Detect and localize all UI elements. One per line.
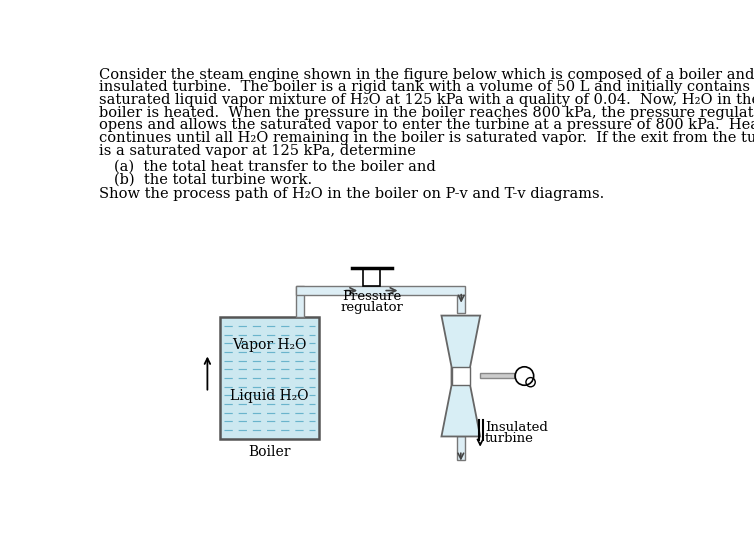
- Text: Pressure: Pressure: [342, 290, 401, 303]
- Bar: [457, 295, 465, 313]
- Text: Show the process path of H₂O in the boiler on P-v and T-v diagrams.: Show the process path of H₂O in the boil…: [99, 187, 604, 201]
- Text: insulated turbine.  The boiler is a rigid tank with a volume of 50 L and initial: insulated turbine. The boiler is a rigid…: [99, 80, 750, 94]
- Text: Boiler: Boiler: [248, 445, 290, 459]
- Text: (b)  the total turbine work.: (b) the total turbine work.: [115, 173, 312, 187]
- Bar: [296, 286, 465, 295]
- Text: turbine: turbine: [485, 432, 534, 445]
- Text: opens and allows the saturated vapor to enter the turbine at a pressure of 800 k: opens and allows the saturated vapor to …: [99, 118, 754, 132]
- Text: Consider the steam engine shown in the figure below which is composed of a boile: Consider the steam engine shown in the f…: [99, 68, 754, 82]
- Text: regulator: regulator: [340, 301, 403, 314]
- Bar: [457, 436, 465, 459]
- Bar: [452, 367, 470, 385]
- Bar: [220, 317, 319, 439]
- Bar: [363, 268, 380, 286]
- Bar: [480, 373, 515, 378]
- Text: saturated liquid vapor mixture of H₂O at 125 kPa with a quality of 0.04.  Now, H: saturated liquid vapor mixture of H₂O at…: [99, 93, 754, 107]
- Polygon shape: [441, 316, 480, 436]
- Text: Liquid H₂O: Liquid H₂O: [230, 389, 308, 403]
- Text: Insulated: Insulated: [485, 421, 547, 434]
- Text: continues until all H₂O remaining in the boiler is saturated vapor.  If the exit: continues until all H₂O remaining in the…: [99, 131, 754, 145]
- Text: is a saturated vapor at 125 kPa, determine: is a saturated vapor at 125 kPa, determi…: [99, 144, 415, 158]
- Bar: [296, 286, 305, 317]
- Text: (a)  the total heat transfer to the boiler and: (a) the total heat transfer to the boile…: [115, 160, 436, 174]
- Text: boiler is heated.  When the pressure in the boiler reaches 800 kPa, the pressure: boiler is heated. When the pressure in t…: [99, 106, 754, 120]
- Text: Vapor H₂O: Vapor H₂O: [232, 338, 307, 352]
